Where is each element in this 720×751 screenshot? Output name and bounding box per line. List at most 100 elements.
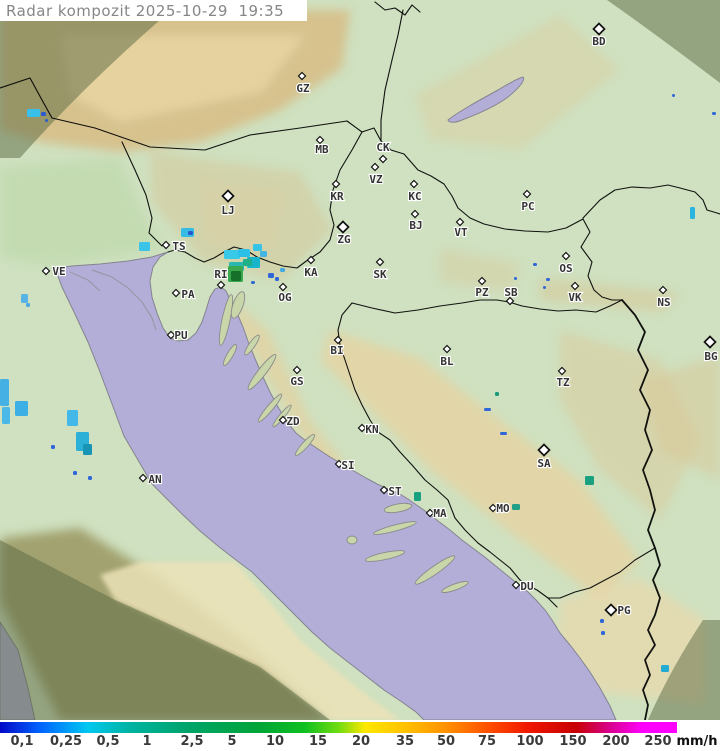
precipitation-echo	[661, 665, 669, 672]
legend-tick-10: 10	[265, 734, 285, 749]
city-label-SI: SI	[341, 459, 354, 472]
precipitation-echo	[585, 476, 594, 485]
city-diamond-icon	[410, 209, 420, 219]
city-label-MB: MB	[315, 143, 329, 156]
city-marker-PC: PC	[520, 189, 536, 214]
city-diamond-icon	[171, 288, 181, 298]
precipitation-echo	[690, 207, 695, 219]
city-label-BG: BG	[704, 350, 718, 363]
precipitation-echo	[414, 492, 421, 501]
precipitation-echo	[67, 410, 78, 426]
legend-unit-label: mm/h	[676, 734, 718, 749]
city-label-ZD: ZD	[286, 415, 300, 428]
city-diamond-icon	[161, 240, 171, 250]
city-diamond-icon	[511, 580, 521, 590]
city-label-TZ: TZ	[556, 376, 570, 389]
lake-balaton	[447, 76, 525, 123]
precipitation-echo	[514, 277, 517, 280]
precipitation-echo	[280, 268, 285, 272]
legend-tick-35: 35	[395, 734, 415, 749]
city-diamond-icon	[561, 251, 571, 261]
city-label-VK: VK	[568, 291, 582, 304]
adriatic-sea	[54, 251, 617, 721]
city-diamond-icon	[658, 285, 668, 295]
city-label-NS: NS	[657, 296, 670, 309]
city-marker-VT: VT	[453, 217, 469, 240]
city-label-SB: SB	[504, 286, 518, 299]
city-diamond-icon	[306, 255, 316, 265]
city-marker-CK: CK	[375, 140, 391, 164]
city-label-TS: TS	[172, 240, 185, 253]
city-diamond-icon	[357, 423, 367, 433]
city-label-KC: KC	[408, 190, 421, 203]
city-marker-TS: TS	[161, 239, 187, 254]
city-marker-SB: SB	[503, 285, 519, 306]
city-label-BJ: BJ	[409, 219, 422, 232]
precipitation-echo	[484, 408, 491, 411]
precipitation-echo	[251, 281, 255, 284]
city-label-DU: DU	[520, 580, 534, 593]
city-marker-BI: BI	[329, 335, 345, 358]
city-marker-KN: KN	[357, 422, 380, 437]
city-label-MA: MA	[433, 507, 447, 520]
city-diamond-icon	[442, 344, 452, 354]
precipitation-echo	[253, 244, 262, 251]
city-marker-ZD: ZD	[278, 414, 301, 429]
city-marker-KR: KR	[329, 179, 345, 204]
legend-tick-2,5: 2,5	[180, 734, 204, 749]
intensity-colorbar	[0, 722, 677, 733]
city-label-PG: PG	[617, 604, 631, 617]
city-diamond-icon	[166, 330, 176, 340]
city-diamond-icon	[522, 189, 532, 199]
city-diamond-icon	[375, 257, 385, 267]
precipitation-echo	[260, 251, 267, 257]
precipitation-echo	[27, 109, 40, 117]
precipitation-echo	[21, 294, 28, 303]
city-diamond-icon	[333, 335, 343, 345]
precipitation-echo	[83, 444, 92, 455]
city-diamond-icon	[409, 179, 419, 189]
precipitation-echo	[672, 94, 675, 97]
city-diamond-icon	[604, 603, 618, 617]
city-marker-VZ: VZ	[368, 162, 384, 187]
city-label-BD: BD	[592, 35, 606, 48]
precipitation-echo	[495, 392, 499, 396]
precipitation-echo	[26, 303, 30, 307]
city-label-MO: MO	[496, 502, 510, 515]
city-marker-KC: KC	[407, 179, 423, 204]
city-marker-OG: OG	[277, 282, 293, 305]
legend-tick-250: 250	[644, 734, 672, 749]
intensity-legend: 0,1 0,25 0,5 1 2,5 5 10 15 20 35 50 75 100 150 200 250 m…	[0, 720, 720, 751]
legend-tick-50: 50	[436, 734, 456, 749]
city-label-ZG: ZG	[337, 233, 351, 246]
precipitation-echo	[0, 379, 9, 406]
radar-map-canvas: BD GZ MB CK VZ KR KC LJ ZG BJ VT PC TS RI KA SK OG PA VE PU…	[0, 0, 720, 722]
precipitation-echo	[2, 407, 10, 424]
city-label-SA: SA	[537, 457, 551, 470]
precipitation-echo	[600, 619, 604, 623]
croatian-islands	[218, 291, 469, 594]
city-label-GZ: GZ	[296, 82, 310, 95]
city-marker-VE: VE	[41, 264, 67, 279]
city-marker-PG: PG	[604, 603, 632, 618]
precipitation-echo	[41, 112, 46, 116]
precipitation-echo	[88, 476, 92, 480]
city-diamond-icon	[455, 217, 465, 227]
city-diamond-icon	[703, 335, 717, 349]
lagoon-detail	[69, 271, 101, 292]
precipitation-echo	[243, 259, 252, 266]
city-marker-SA: SA	[536, 443, 552, 471]
precipitation-echo	[224, 250, 240, 259]
city-diamond-icon	[278, 415, 288, 425]
city-label-ST: ST	[388, 485, 402, 498]
city-label-LJ: LJ	[221, 204, 234, 217]
city-diamond-icon	[336, 220, 350, 234]
city-label-CK: CK	[376, 141, 390, 154]
city-marker-KA: KA	[303, 255, 319, 280]
city-diamond-icon	[592, 22, 606, 36]
italy-bright-strip	[100, 562, 400, 720]
radar-map: BD GZ MB CK VZ KR KC LJ ZG BJ VT PC TS RI KA SK OG PA VE PU…	[0, 0, 720, 722]
city-marker-DU: DU	[511, 579, 535, 594]
city-marker-PZ: PZ	[474, 276, 490, 300]
legend-tick-150: 150	[559, 734, 587, 749]
